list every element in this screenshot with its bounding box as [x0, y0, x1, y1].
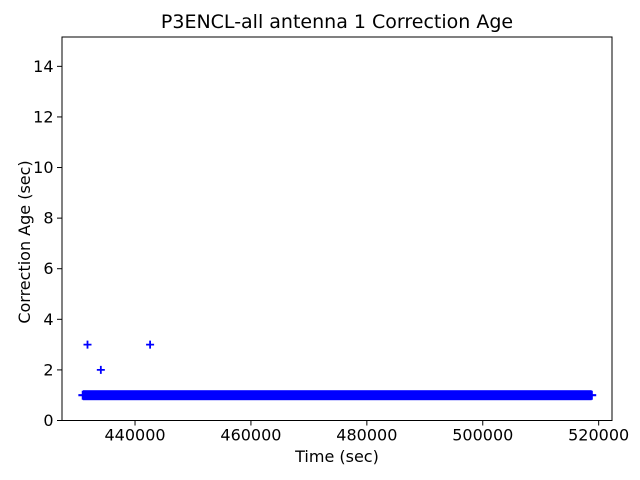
x-tick-label: 500000 [452, 426, 513, 445]
y-tick-label: 12 [33, 107, 53, 126]
y-tick-label: 14 [33, 57, 53, 76]
x-tick-label: 480000 [336, 426, 397, 445]
axes: 440000 460000 480000 500000 520000 0 2 4 6 8 10 12 1… [33, 36, 629, 445]
x-tick-label: 440000 [104, 426, 165, 445]
y-tick-label: 8 [43, 209, 53, 228]
dense-band [82, 390, 592, 401]
x-tick-label: 460000 [220, 426, 281, 445]
x-tick-label: 520000 [568, 426, 629, 445]
plus-marker [96, 365, 105, 374]
data-marks [78, 340, 597, 401]
chart-title: P3ENCL-all antenna 1 Correction Age [161, 11, 513, 33]
y-tick-label: 10 [33, 158, 53, 177]
plot-border [61, 36, 613, 421]
y-axis-label: Correction Age (sec) [15, 160, 34, 323]
x-axis-label: Time (sec) [294, 447, 379, 466]
y-tick-label: 4 [43, 310, 53, 329]
y-tick-label: 0 [43, 411, 53, 430]
plus-marker [146, 340, 155, 349]
y-tick-label: 2 [43, 360, 53, 379]
y-tick-label: 6 [43, 259, 53, 278]
plus-marker [83, 340, 92, 349]
